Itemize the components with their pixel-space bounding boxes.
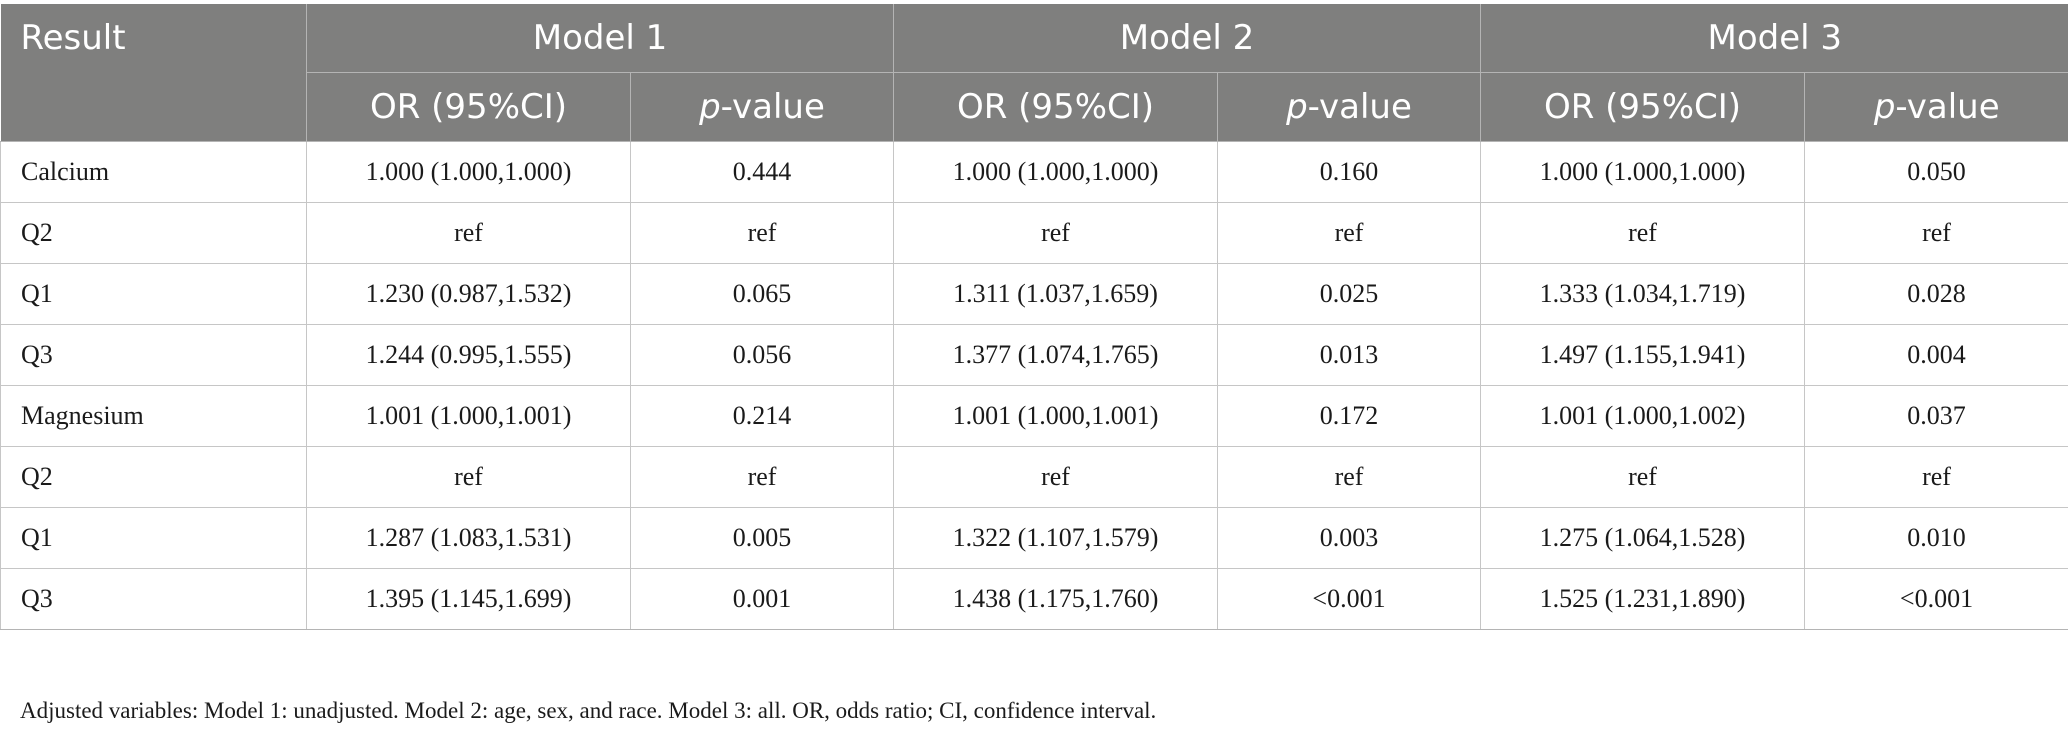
table-cell: 0.056 — [630, 324, 894, 386]
table-cell: 1.438 (1.175,1.760) — [893, 568, 1218, 630]
table-row: Q1 1.287 (1.083,1.531) 0.005 1.322 (1.10… — [0, 507, 2068, 569]
table-cell: ref — [1480, 202, 1805, 264]
table-row: Q1 1.230 (0.987,1.532) 0.065 1.311 (1.03… — [0, 263, 2068, 325]
table-cell: 1.001 (1.000,1.002) — [1480, 385, 1805, 447]
header-model-2: Model 2 — [893, 4, 1481, 73]
table-row: Q2 ref ref ref ref ref ref — [0, 202, 2068, 264]
table-cell: 0.001 — [630, 568, 894, 630]
table-row: Magnesium 1.001 (1.000,1.001) 0.214 1.00… — [0, 385, 2068, 447]
table-cell: 1.287 (1.083,1.531) — [306, 507, 631, 569]
table-cell: 1.000 (1.000,1.000) — [306, 141, 631, 203]
results-table: Result Model 1 Model 2 Model 3 OR (95%CI… — [0, 4, 2068, 630]
table-cell: ref — [1804, 202, 2068, 264]
p-italic: p — [1286, 87, 1308, 127]
table-row: Q3 1.244 (0.995,1.555) 0.056 1.377 (1.07… — [0, 324, 2068, 386]
table-cell: 0.028 — [1804, 263, 2068, 325]
table-cell: 1.275 (1.064,1.528) — [1480, 507, 1805, 569]
table-cell: 0.025 — [1217, 263, 1481, 325]
table-cell: 1.497 (1.155,1.941) — [1480, 324, 1805, 386]
table-cell: 1.000 (1.000,1.000) — [893, 141, 1218, 203]
table-cell: <0.001 — [1804, 568, 2068, 630]
header-p-value: p-value — [1217, 72, 1481, 142]
header-model-1: Model 1 — [306, 4, 894, 73]
table-cell: 1.311 (1.037,1.659) — [893, 263, 1218, 325]
table-cell: ref — [1217, 446, 1481, 508]
table-cell: 0.010 — [1804, 507, 2068, 569]
p-rest: -value — [1895, 87, 2000, 127]
row-label: Q3 — [0, 324, 307, 386]
table-cell: 0.013 — [1217, 324, 1481, 386]
p-rest: -value — [1307, 87, 1412, 127]
table-cell: ref — [1804, 446, 2068, 508]
table-cell: 0.160 — [1217, 141, 1481, 203]
header-or-ci: OR (95%CI) — [306, 72, 631, 142]
row-label: Q2 — [0, 202, 307, 264]
table-footnote: Adjusted variables: Model 1: unadjusted.… — [20, 698, 1157, 723]
table-cell: 1.322 (1.107,1.579) — [893, 507, 1218, 569]
table-row: Calcium 1.000 (1.000,1.000) 0.444 1.000 … — [0, 141, 2068, 203]
table-cell: ref — [306, 202, 631, 264]
table-cell: 1.230 (0.987,1.532) — [306, 263, 631, 325]
header-or-ci: OR (95%CI) — [1480, 72, 1805, 142]
row-label: Q2 — [0, 446, 307, 508]
table-cell: 0.004 — [1804, 324, 2068, 386]
table-row: Q2 ref ref ref ref ref ref — [0, 446, 2068, 508]
table-cell: 1.000 (1.000,1.000) — [1480, 141, 1805, 203]
table-cell: ref — [630, 202, 894, 264]
table-cell: 1.377 (1.074,1.765) — [893, 324, 1218, 386]
table-row: Q3 1.395 (1.145,1.699) 0.001 1.438 (1.17… — [0, 568, 2068, 630]
table-cell: ref — [1217, 202, 1481, 264]
table-header: Result Model 1 Model 2 Model 3 OR (95%CI… — [0, 4, 2068, 142]
row-label: Q1 — [0, 507, 307, 569]
row-label: Q3 — [0, 568, 307, 630]
table-cell: 0.214 — [630, 385, 894, 447]
table-cell: 0.037 — [1804, 385, 2068, 447]
row-label: Magnesium — [0, 385, 307, 447]
table-cell: ref — [893, 202, 1218, 264]
table-cell: 0.005 — [630, 507, 894, 569]
table-cell: 1.333 (1.034,1.719) — [1480, 263, 1805, 325]
table-cell: 0.003 — [1217, 507, 1481, 569]
header-row-subcolumns: OR (95%CI) p-value OR (95%CI) p-value OR… — [1, 72, 2068, 142]
header-or-ci: OR (95%CI) — [893, 72, 1218, 142]
header-p-value: p-value — [630, 72, 894, 142]
p-rest: -value — [720, 87, 825, 127]
row-label: Q1 — [0, 263, 307, 325]
header-model-3: Model 3 — [1480, 4, 2068, 73]
table-cell: ref — [1480, 446, 1805, 508]
header-row-groups: Result Model 1 Model 2 Model 3 — [0, 4, 2068, 142]
table-cell: 0.065 — [630, 263, 894, 325]
table-cell: ref — [893, 446, 1218, 508]
row-label: Calcium — [0, 141, 307, 203]
table-body: Calcium 1.000 (1.000,1.000) 0.444 1.000 … — [0, 141, 2068, 630]
table-cell: 1.244 (0.995,1.555) — [306, 324, 631, 386]
table-cell: <0.001 — [1217, 568, 1481, 630]
table-cell: 1.001 (1.000,1.001) — [893, 385, 1218, 447]
results-table-container: Result Model 1 Model 2 Model 3 OR (95%CI… — [0, 4, 2068, 630]
table-cell: ref — [630, 446, 894, 508]
table-cell: 0.050 — [1804, 141, 2068, 203]
p-italic: p — [699, 87, 721, 127]
p-italic: p — [1873, 87, 1896, 127]
table-cell: 1.525 (1.231,1.890) — [1480, 568, 1805, 630]
header-p-value: p-value — [1804, 72, 2068, 142]
table-cell: 1.395 (1.145,1.699) — [306, 568, 631, 630]
table-cell: 0.444 — [630, 141, 894, 203]
table-cell: 0.172 — [1217, 385, 1481, 447]
header-result: Result — [0, 4, 307, 142]
table-cell: ref — [306, 446, 631, 508]
table-cell: 1.001 (1.000,1.001) — [306, 385, 631, 447]
